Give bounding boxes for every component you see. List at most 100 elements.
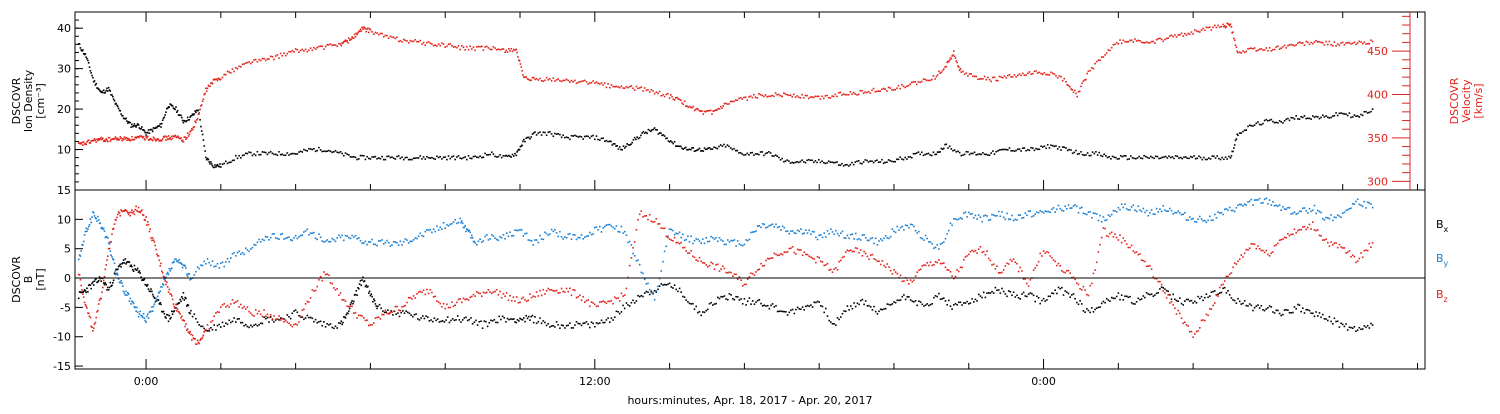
data-point — [1332, 219, 1334, 222]
data-point — [776, 155, 778, 157]
data-point — [604, 140, 606, 143]
data-point — [1233, 37, 1235, 40]
data-point — [1182, 213, 1184, 216]
data-point — [861, 162, 863, 165]
data-point — [535, 291, 538, 293]
data-point — [1327, 43, 1329, 46]
data-point — [446, 158, 448, 161]
data-point — [406, 301, 408, 304]
data-point — [395, 313, 397, 315]
data-point — [580, 136, 583, 138]
data-point — [1130, 206, 1133, 208]
data-point — [786, 251, 789, 253]
data-point — [1066, 291, 1068, 293]
data-point — [1292, 117, 1294, 119]
data-point — [1305, 117, 1307, 120]
data-point — [1170, 300, 1173, 303]
data-point — [189, 131, 191, 133]
data-point — [924, 234, 927, 237]
data-point — [155, 297, 157, 299]
data-point — [690, 235, 692, 238]
data-point — [801, 93, 803, 96]
data-point — [165, 139, 167, 141]
data-point — [238, 250, 240, 253]
data-point — [650, 220, 653, 223]
data-point — [966, 255, 968, 257]
data-point — [1345, 113, 1347, 115]
data-point — [854, 93, 857, 95]
data-point — [1169, 156, 1172, 159]
data-point — [692, 302, 694, 305]
data-point — [83, 289, 86, 291]
data-point — [1030, 146, 1032, 149]
data-point — [1035, 70, 1037, 72]
data-point — [343, 316, 345, 318]
data-point — [868, 258, 870, 261]
data-point — [1214, 24, 1216, 27]
data-point — [590, 233, 593, 236]
data-point — [1167, 290, 1169, 293]
data-point — [521, 144, 523, 147]
data-point — [1336, 43, 1339, 45]
data-point — [592, 80, 594, 82]
data-point — [911, 300, 914, 303]
data-point — [88, 283, 91, 286]
data-point — [903, 280, 905, 282]
data-point — [554, 228, 556, 231]
data-point — [1228, 294, 1231, 296]
data-point — [793, 232, 796, 234]
data-point — [921, 303, 923, 306]
data-point — [160, 126, 162, 128]
data-point — [800, 249, 802, 251]
data-point — [279, 52, 282, 55]
data-point — [851, 250, 854, 253]
data-point — [1119, 208, 1121, 211]
data-point — [124, 294, 127, 296]
data-point — [622, 304, 624, 307]
data-point — [738, 276, 741, 278]
data-point — [86, 307, 88, 309]
data-point — [120, 137, 122, 139]
data-point — [79, 255, 82, 257]
data-point — [1184, 32, 1186, 35]
data-point — [867, 161, 870, 163]
data-point — [102, 286, 104, 289]
data-point — [716, 109, 718, 111]
data-point — [205, 328, 207, 331]
data-point — [478, 321, 481, 323]
data-point — [434, 44, 436, 46]
data-point — [657, 288, 659, 291]
data-point — [263, 57, 265, 60]
data-point — [579, 322, 581, 325]
data-point — [163, 136, 166, 138]
data-point — [911, 281, 914, 283]
data-point — [88, 224, 91, 226]
data-point — [1262, 122, 1264, 125]
data-point — [748, 96, 750, 98]
data-point — [953, 149, 956, 151]
data-point — [230, 303, 232, 305]
data-point — [97, 280, 99, 283]
data-point — [147, 139, 150, 141]
data-point — [186, 120, 188, 122]
data-point — [1180, 317, 1183, 319]
data-point — [1107, 214, 1110, 216]
data-point — [87, 312, 89, 314]
data-point — [1020, 150, 1022, 152]
data-point — [79, 47, 82, 49]
data-point — [1336, 214, 1339, 216]
data-point — [936, 261, 938, 264]
data-point — [190, 278, 192, 280]
data-point — [979, 216, 982, 218]
data-point — [954, 302, 957, 305]
data-point — [595, 305, 598, 308]
data-point — [978, 78, 981, 80]
data-point — [924, 78, 926, 81]
data-point — [863, 250, 865, 253]
data-point — [964, 211, 967, 213]
data-point — [261, 57, 264, 60]
data-point — [993, 153, 996, 155]
data-point — [1050, 71, 1052, 74]
data-point — [809, 96, 812, 98]
data-point — [826, 94, 828, 97]
